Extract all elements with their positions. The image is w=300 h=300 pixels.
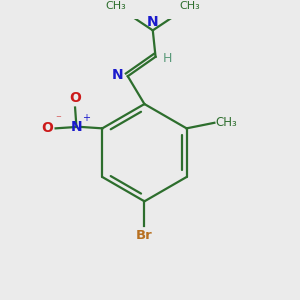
Text: O: O [69, 91, 81, 105]
Text: Br: Br [136, 229, 153, 242]
Text: N: N [112, 68, 124, 82]
Text: CH₃: CH₃ [106, 2, 126, 11]
Text: H: H [163, 52, 172, 65]
Text: O: O [41, 122, 53, 135]
Text: CH₃: CH₃ [179, 2, 200, 11]
Text: CH₃: CH₃ [216, 116, 238, 129]
Text: N: N [147, 15, 159, 29]
Text: +: + [82, 113, 90, 123]
Text: N: N [70, 120, 82, 134]
Text: ⁻: ⁻ [55, 114, 61, 124]
